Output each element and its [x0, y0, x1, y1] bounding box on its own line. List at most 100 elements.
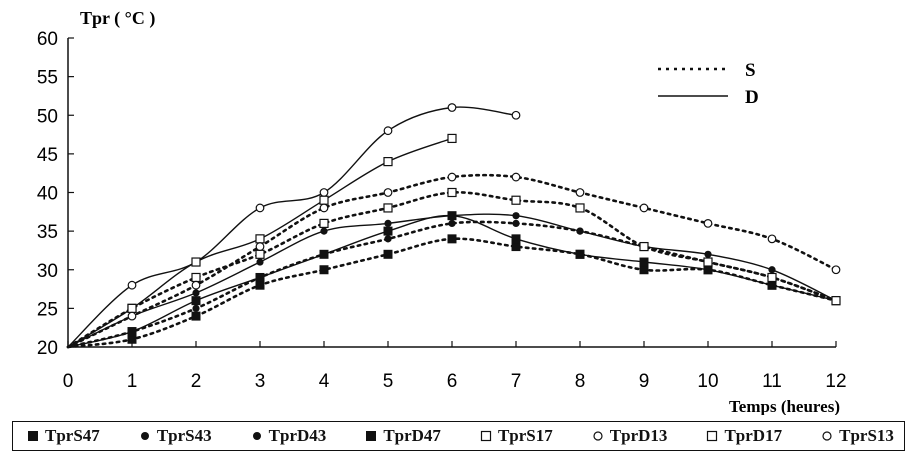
y-tick-label: 30: [37, 261, 58, 282]
data-point-tprs17: [703, 257, 713, 267]
data-point-tprs17: [447, 187, 457, 198]
data-point-tprs17: [319, 218, 329, 228]
data-point-tprs47: [127, 334, 137, 344]
data-point-tprs13: [703, 218, 713, 228]
x-tick-label: 11: [762, 371, 782, 392]
legend-label: TprD47: [383, 426, 441, 445]
data-point-tprd47: [191, 296, 201, 306]
y-axis-label: Tpr ( °C ): [80, 8, 155, 29]
data-point-tprs17: [255, 249, 265, 259]
legend-item-tprd43: TprD43: [251, 426, 327, 446]
legend-item-tprs43: TprS43: [139, 426, 212, 446]
data-point-tprd43: [192, 289, 200, 297]
data-point-tprs17: [383, 203, 393, 213]
data-point-tprs47: [511, 242, 521, 252]
x-tick-label: 6: [447, 371, 458, 392]
data-point-tprs13: [319, 203, 329, 213]
line-legend-s-label: S: [745, 60, 756, 81]
data-point-tprd17: [319, 195, 329, 205]
data-point-tprd17: [127, 303, 137, 313]
data-point-tprd17: [383, 157, 393, 167]
data-point-tprd43: [704, 250, 712, 258]
data-point-tprs17: [191, 272, 201, 283]
x-tick-label: 3: [255, 371, 266, 392]
data-point-tprd13: [127, 280, 137, 290]
chart-curves: [66, 106, 838, 349]
y-tick-label: 40: [37, 184, 58, 205]
data-point-tprd43: [768, 266, 776, 274]
data-point-tprs43: [384, 235, 392, 243]
legend-label: TprD13: [609, 426, 668, 445]
legend-item-tprd47: TprD47: [365, 426, 441, 446]
legend-label: TprD43: [268, 426, 327, 445]
data-point-tprd13: [511, 110, 521, 120]
series-line-tprd43: [67, 213, 837, 348]
data-point-tprs17: [639, 241, 649, 252]
legend-label: TprD17: [724, 426, 783, 445]
data-point-tprs43: [448, 219, 456, 227]
legend-item-tprs13: TprS13: [821, 426, 894, 446]
data-point-tprs17: [767, 272, 777, 283]
legend-item-tprs47: TprS47: [27, 426, 100, 446]
data-point-tprs13: [383, 188, 393, 197]
data-point-tprd47: [383, 226, 393, 236]
data-point-tprs43: [512, 219, 520, 227]
data-point-tprs47: [191, 311, 201, 321]
data-point-tprd17: [191, 257, 201, 267]
data-point-tprd47: [767, 280, 777, 290]
data-point-tprd47: [703, 265, 713, 275]
open-circle-marker-icon: [822, 431, 832, 441]
x-tick-label: 7: [511, 371, 522, 392]
data-point-tprs13: [575, 188, 585, 197]
legend-item-tprs17: TprS17: [480, 426, 553, 446]
legend-item-tprd17: TprD17: [706, 426, 782, 446]
data-point-tprs47: [383, 249, 393, 259]
chart-markers: [127, 103, 841, 344]
filled-square-marker-icon: [366, 431, 377, 441]
legend-label: TprS43: [156, 426, 212, 445]
x-tick-label: 9: [639, 371, 650, 392]
data-point-tprd47: [255, 272, 265, 282]
data-point-tprs13: [511, 172, 521, 182]
line-legend-d-label: D: [745, 87, 759, 108]
data-point-tprd17: [255, 234, 265, 244]
data-point-tprd13: [383, 126, 393, 136]
data-point-tprd43: [256, 258, 264, 266]
x-tick-label: 10: [697, 371, 718, 392]
data-point-tprd13: [255, 203, 265, 213]
data-point-tprd47: [639, 257, 649, 267]
line-style-legend: S D: [658, 60, 759, 108]
x-tick-label: 5: [383, 371, 394, 392]
data-point-tprs13: [831, 265, 841, 275]
x-tick-label: 8: [575, 371, 586, 392]
series-legend: TprS47 TprS43 TprD43 TprD47 TprS17 TprD1…: [12, 421, 905, 451]
data-point-tprd43: [320, 227, 328, 235]
x-tick-label: 12: [825, 371, 846, 392]
data-point-tprs47: [255, 280, 265, 290]
y-tick-label: 35: [37, 222, 58, 243]
data-point-tprd13: [447, 103, 457, 112]
data-point-tprs47: [447, 234, 457, 244]
data-point-tprs13: [127, 311, 137, 321]
legend-label: TprS47: [45, 426, 100, 445]
data-point-tprs47: [319, 265, 329, 275]
y-tick-label: 20: [37, 338, 58, 359]
filled-circle-marker-icon: [252, 432, 261, 440]
data-point-tprs13: [767, 234, 777, 244]
data-point-tprd43: [512, 212, 520, 220]
data-point-tprd47: [511, 234, 521, 244]
data-point-tprd47: [575, 249, 585, 259]
data-point-tprs13: [191, 280, 201, 290]
open-circle-marker-icon: [593, 431, 603, 441]
legend-label: TprS17: [497, 426, 553, 445]
x-tick-label: 4: [319, 371, 330, 392]
open-square-marker-icon: [707, 430, 718, 442]
x-axis-label: Temps (heures): [729, 397, 840, 415]
filled-square-marker-icon: [28, 431, 38, 441]
data-point-tprs13: [447, 172, 457, 182]
data-point-tprd47: [319, 249, 329, 259]
data-point-tprd47: [127, 327, 137, 337]
x-tick-label: 2: [191, 371, 202, 392]
